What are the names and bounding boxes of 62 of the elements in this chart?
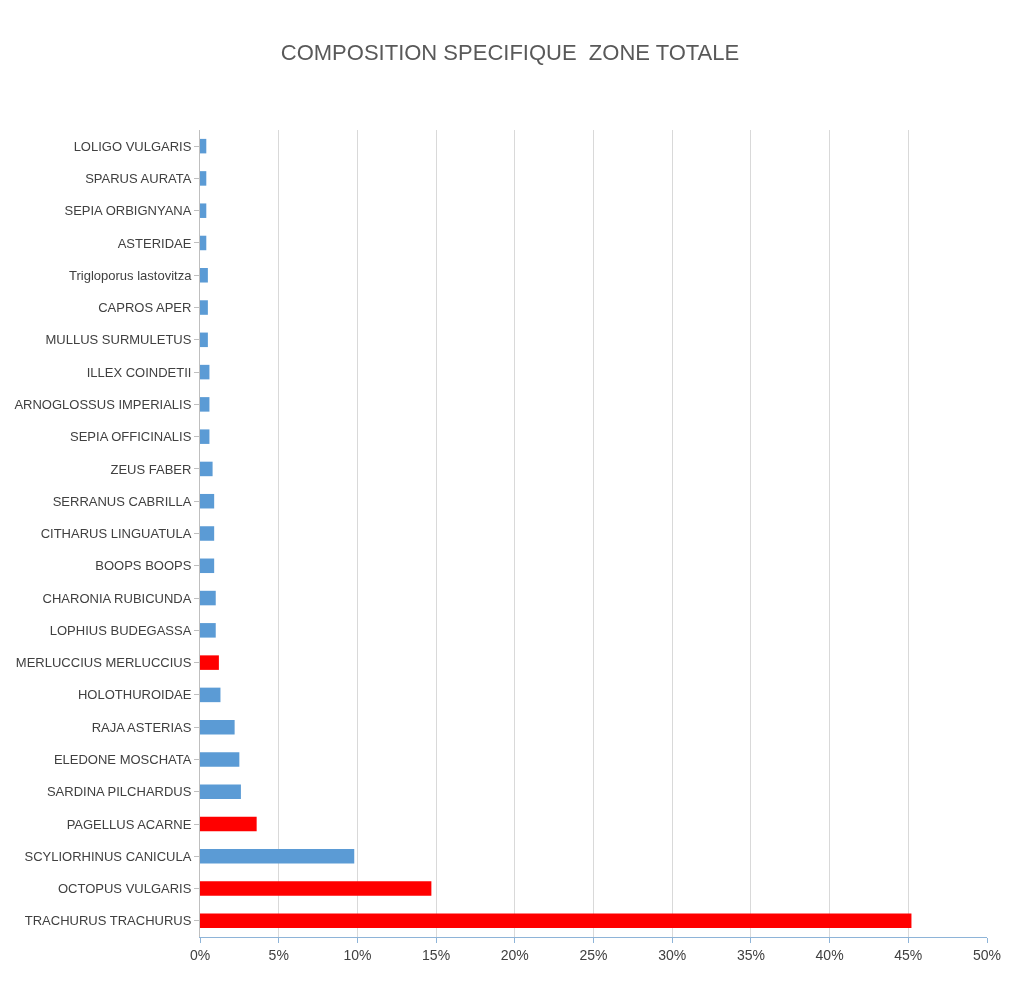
y-tick-label: OCTOPUS VULGARIS: [57, 881, 192, 897]
y-tick-label: SERRANUS CABRILLA: [52, 493, 192, 509]
bar: [200, 138, 207, 154]
y-tick-label: SPARUS AURATA: [85, 170, 192, 186]
y-tick-label: CAPROS APER: [98, 300, 192, 316]
x-tick-label: 20%: [500, 946, 529, 963]
y-tick-label: SARDINA PILCHARDUS: [46, 784, 192, 800]
y-tick-label: BOOPS BOOPS: [95, 558, 192, 574]
y-tick-label: HOLOTHUROIDAE: [77, 687, 192, 703]
bar: [200, 300, 208, 315]
bar: [200, 816, 257, 832]
y-tick-label: MULLUS SURMULETUS: [45, 332, 192, 348]
y-tick-label: TRACHURUS TRACHURUS: [24, 913, 192, 929]
bar: [200, 719, 235, 735]
x-tick-label: 45%: [894, 946, 923, 963]
bar: [200, 461, 213, 477]
x-tick-label: 40%: [815, 946, 844, 963]
y-tick-label: ARNOGLOSSUS IMPERIALIS: [14, 396, 192, 412]
y-tick-label: SEPIA ORBIGNYANA: [64, 203, 192, 219]
y-tick-label: SCYLIORHINUS CANICULA: [24, 848, 192, 864]
y-tick-label: MERLUCCIUS MERLUCCIUS: [15, 655, 192, 671]
bar: [200, 397, 210, 412]
bar: [200, 364, 210, 380]
y-tick-label: SEPIA OFFICINALIS: [70, 429, 192, 445]
bar: [200, 429, 210, 444]
bar: [200, 655, 219, 670]
bar: [200, 558, 215, 574]
bar: [200, 752, 240, 767]
y-tick-label: LOLIGO VULGARIS: [73, 138, 192, 154]
bar: [200, 623, 216, 638]
y-tick-label: ILLEX COINDETII: [86, 364, 192, 380]
bar: [200, 493, 215, 509]
bar: [200, 687, 221, 703]
y-tick-label: Trigloporus lastovitza: [69, 267, 193, 283]
x-tick-label: 35%: [736, 946, 765, 963]
y-tick-label: LOPHIUS BUDEGASSA: [49, 622, 192, 638]
bar: [200, 913, 912, 929]
y-tick-label: ZEUS FABER: [110, 461, 192, 477]
y-tick-label: RAJA ASTERIAS: [91, 719, 192, 735]
bar: [200, 332, 208, 348]
y-tick-label: CHARONIA RUBICUNDA: [42, 590, 192, 606]
chart-title: COMPOSITION SPECIFIQUE ZONE TOTALE: [280, 39, 740, 65]
bar: [200, 784, 241, 799]
bar: [200, 526, 215, 541]
y-tick-label: PAGELLUS ACARNE: [66, 816, 192, 832]
bar: [200, 171, 207, 186]
x-tick-label: 15%: [422, 946, 451, 963]
x-tick-label: 0%: [189, 946, 211, 963]
bar: [200, 268, 208, 283]
x-tick-label: 25%: [579, 946, 608, 963]
x-tick-label: 10%: [343, 946, 372, 963]
bar: [200, 881, 432, 896]
y-tick-label: CITHARUS LINGUATULA: [40, 526, 192, 542]
bar: [200, 203, 207, 218]
bar: [200, 849, 355, 864]
y-tick-label: ASTERIDAE: [117, 235, 192, 251]
bar: [200, 235, 207, 251]
x-tick-label: 5%: [268, 946, 289, 963]
y-tick-label: ELEDONE MOSCHATA: [53, 752, 192, 768]
x-tick-label: 30%: [658, 946, 687, 963]
bar: [200, 590, 216, 606]
x-tick-label: 50%: [972, 946, 1002, 963]
